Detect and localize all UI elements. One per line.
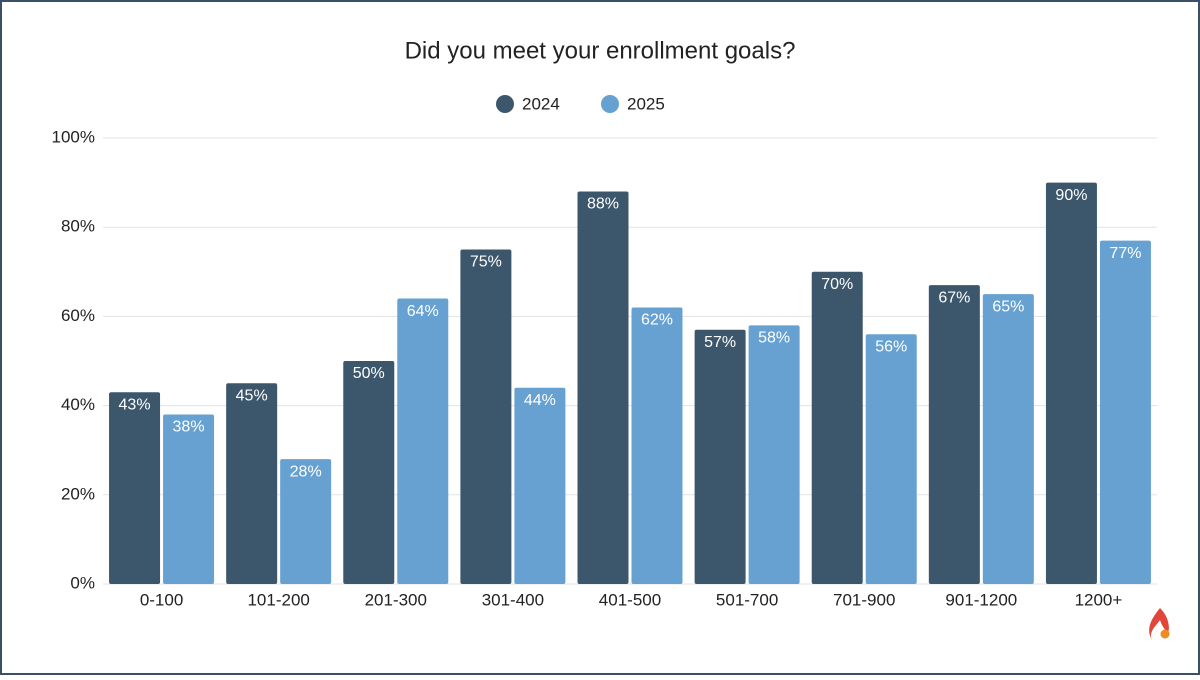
value-label: 77%: [1109, 245, 1141, 262]
x-tick-label: 901-1200: [945, 590, 1017, 609]
legend-label: 2024: [522, 94, 560, 113]
legend-marker: [601, 95, 619, 113]
bar: [343, 361, 395, 584]
y-tick-label: 20%: [61, 484, 95, 503]
bar: [1099, 240, 1151, 584]
bar: [631, 307, 683, 584]
x-tick-label: 101-200: [247, 590, 309, 609]
x-tick-label: 501-700: [716, 590, 778, 609]
value-label: 64%: [407, 303, 439, 320]
value-label: 88%: [587, 196, 619, 213]
bar: [514, 387, 566, 584]
x-tick-label: 701-900: [833, 590, 895, 609]
logo: [1149, 608, 1170, 640]
value-label: 90%: [1055, 187, 1087, 204]
bar: [163, 414, 215, 584]
x-tick-label: 401-500: [599, 590, 661, 609]
x-tick-label: 301-400: [482, 590, 544, 609]
value-label: 45%: [236, 388, 268, 405]
x-tick-label: 1200+: [1075, 590, 1123, 609]
bar: [397, 298, 449, 584]
bar: [280, 459, 332, 584]
value-label: 56%: [875, 338, 907, 355]
value-label: 44%: [524, 392, 556, 409]
bar: [865, 334, 917, 584]
bar: [109, 392, 161, 584]
bar: [811, 271, 863, 584]
value-label: 67%: [938, 289, 970, 306]
value-label: 70%: [821, 276, 853, 293]
bar: [1045, 182, 1097, 584]
y-tick-label: 0%: [70, 573, 95, 592]
bar: [928, 285, 980, 584]
value-label: 38%: [173, 419, 205, 436]
x-tick-label: 0-100: [140, 590, 183, 609]
x-tick-label: 201-300: [365, 590, 427, 609]
bar: [460, 249, 512, 584]
chart-title: Did you meet your enrollment goals?: [405, 37, 796, 64]
legend-marker: [496, 95, 514, 113]
value-label: 43%: [119, 396, 151, 413]
y-tick-label: 100%: [52, 127, 95, 146]
y-tick-label: 40%: [61, 395, 95, 414]
bar: [748, 325, 800, 584]
bar: [226, 383, 278, 584]
bar: [694, 329, 746, 584]
value-label: 50%: [353, 365, 385, 382]
value-label: 62%: [641, 312, 673, 329]
value-label: 57%: [704, 334, 736, 351]
y-tick-label: 80%: [61, 217, 95, 236]
bar: [577, 191, 629, 584]
value-label: 75%: [470, 254, 502, 271]
value-label: 28%: [290, 463, 322, 480]
value-label: 65%: [992, 298, 1024, 315]
value-label: 58%: [758, 330, 790, 347]
legend-label: 2025: [627, 94, 665, 113]
y-tick-label: 60%: [61, 306, 95, 325]
bar: [982, 294, 1034, 584]
